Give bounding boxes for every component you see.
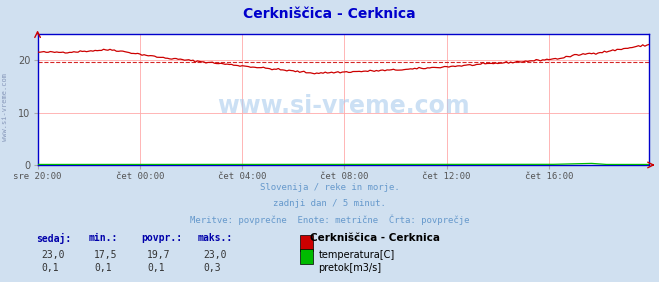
- Text: Cerkniščica - Cerknica: Cerkniščica - Cerknica: [310, 233, 440, 243]
- Text: 0,1: 0,1: [94, 263, 112, 273]
- Text: temperatura[C]: temperatura[C]: [318, 250, 395, 259]
- Text: Meritve: povprečne  Enote: metrične  Črta: povprečje: Meritve: povprečne Enote: metrične Črta:…: [190, 214, 469, 225]
- Text: sedaj:: sedaj:: [36, 233, 71, 244]
- Text: pretok[m3/s]: pretok[m3/s]: [318, 263, 382, 273]
- Text: 17,5: 17,5: [94, 250, 118, 259]
- Text: Cerkniščica - Cerknica: Cerkniščica - Cerknica: [243, 7, 416, 21]
- Text: min.:: min.:: [89, 233, 119, 243]
- Text: Slovenija / reke in morje.: Slovenija / reke in morje.: [260, 183, 399, 192]
- Text: maks.:: maks.:: [198, 233, 233, 243]
- Text: 23,0: 23,0: [42, 250, 65, 259]
- Text: 0,1: 0,1: [42, 263, 59, 273]
- Text: www.si-vreme.com: www.si-vreme.com: [2, 73, 9, 141]
- Text: povpr.:: povpr.:: [142, 233, 183, 243]
- Text: 0,3: 0,3: [203, 263, 221, 273]
- Text: zadnji dan / 5 minut.: zadnji dan / 5 minut.: [273, 199, 386, 208]
- Text: www.si-vreme.com: www.si-vreme.com: [217, 94, 470, 118]
- Text: 19,7: 19,7: [147, 250, 171, 259]
- Text: 0,1: 0,1: [147, 263, 165, 273]
- Text: 23,0: 23,0: [203, 250, 227, 259]
